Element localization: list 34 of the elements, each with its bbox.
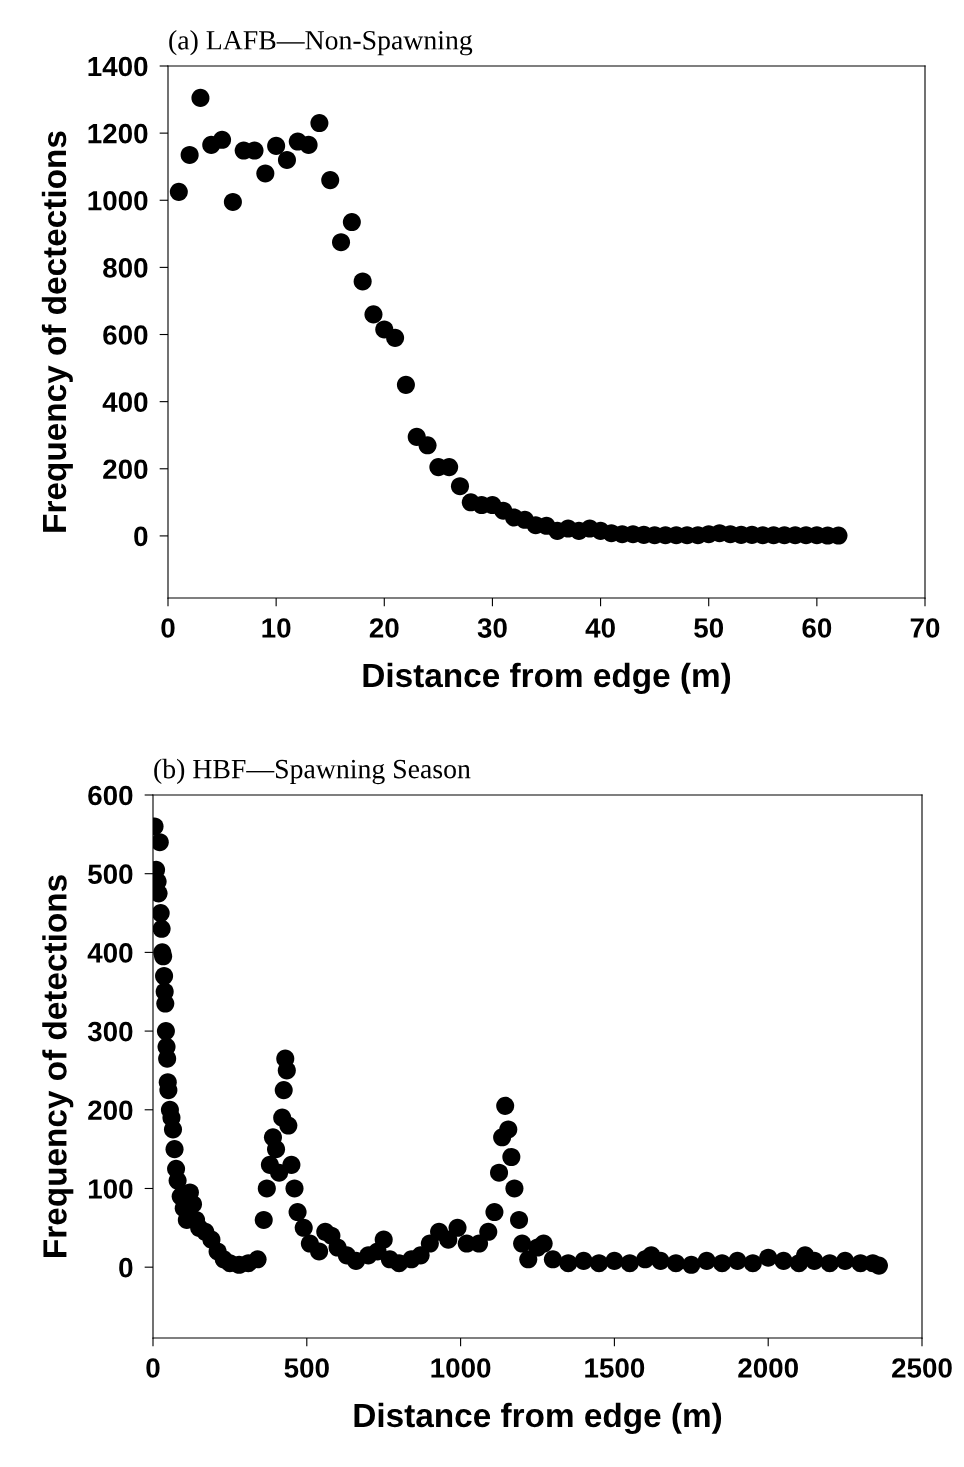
x-tick-label: 2500 [892,1358,952,1378]
x-tick-label: 30 [477,618,507,638]
x-tick-label: 60 [802,618,832,638]
x-axis-title: Distance from edge (m) [354,1402,722,1434]
y-axis-title: Frequency of detections [42,875,74,1257]
chart-title: (b) HBF—Spawning Season [154,758,471,785]
x-tick-label: 0 [161,618,175,638]
y-tick-label: 1200 [88,123,148,144]
x-tick-label: 10 [262,618,291,638]
x-tick-label: 50 [694,618,724,638]
y-tick-label: 0 [119,1257,133,1278]
y-tick-label: 600 [103,325,148,345]
y-tick-label: 400 [87,943,133,963]
chart-title: (a) LAFB—Non-Spawning [169,30,473,56]
x-tick-label: 500 [284,1358,329,1378]
x-tick-label: 2000 [738,1358,798,1378]
x-tick-label: 20 [369,618,399,638]
x-tick-label: 1000 [431,1358,491,1378]
x-axis-title: Distance from edge (m) [363,662,731,694]
y-tick-label: 1000 [88,190,148,211]
x-tick-label: 40 [585,618,615,638]
y-tick-label: 800 [103,258,148,278]
y-axis-title: Frequency of dectections [41,131,73,532]
y-tick-label: 100 [88,1179,133,1199]
y-tick-label: 200 [103,459,148,480]
y-tick-label: 0 [134,526,148,547]
x-tick-label: 70 [910,618,940,638]
x-tick-label: 1500 [585,1358,645,1378]
y-tick-label: 300 [87,1021,133,1042]
y-tick-label: 200 [88,1100,133,1121]
y-tick-label: 400 [102,392,148,412]
y-tick-label: 600 [88,785,133,806]
y-tick-label: 1400 [88,56,148,77]
y-tick-label: 500 [88,864,133,885]
